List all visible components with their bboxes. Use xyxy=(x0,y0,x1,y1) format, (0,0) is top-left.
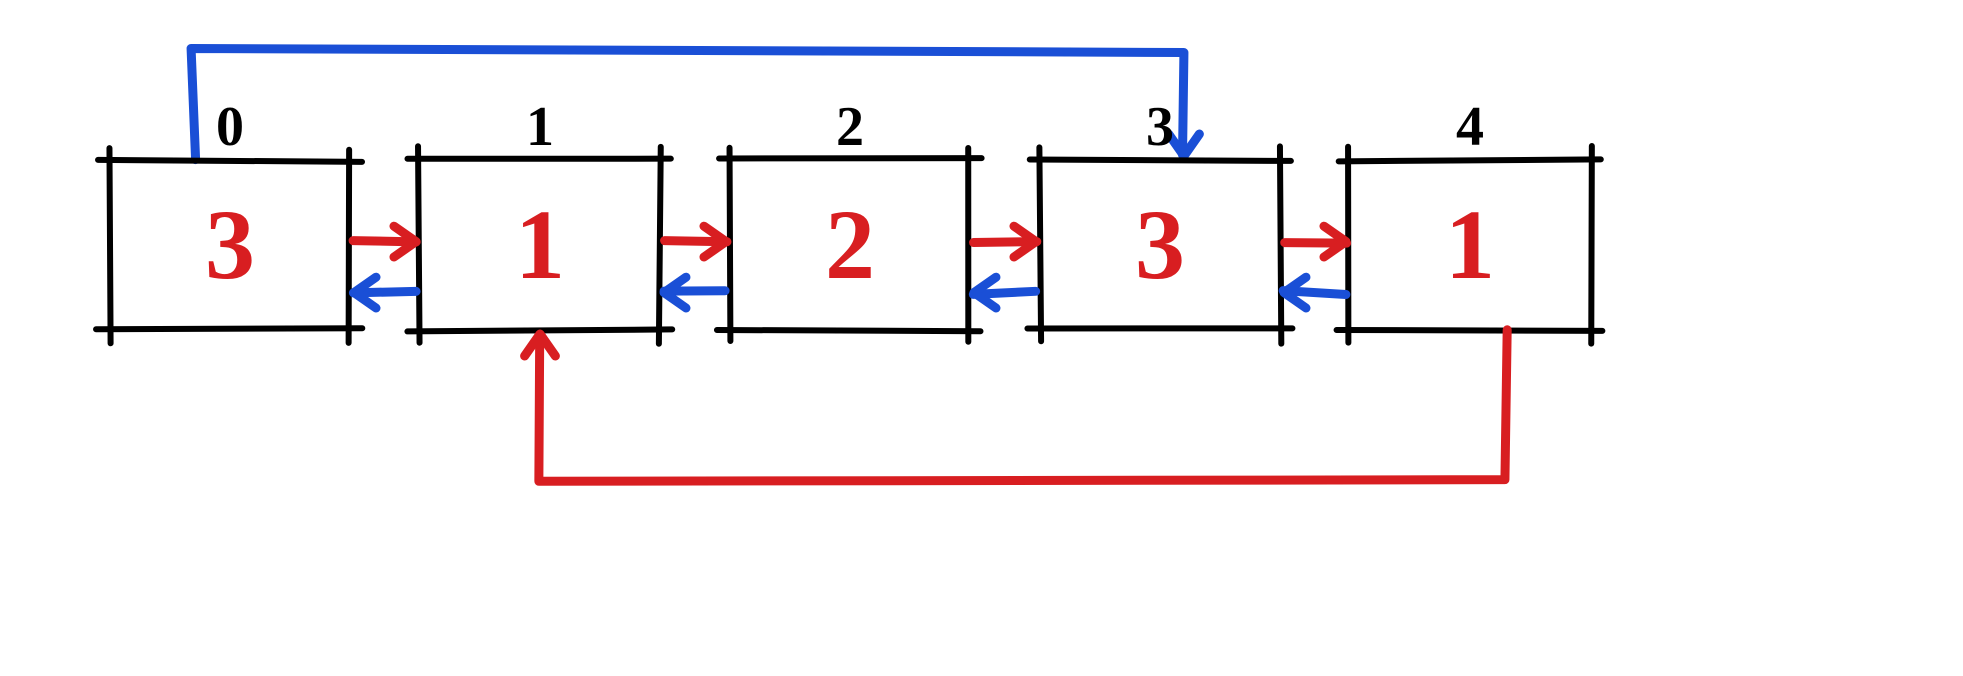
index-label: 2 xyxy=(836,96,864,158)
index-label: 1 xyxy=(526,96,554,158)
index-label: 0 xyxy=(216,96,244,158)
value-label: 2 xyxy=(825,189,875,300)
value-label: 3 xyxy=(205,189,255,300)
index-label: 3 xyxy=(1146,96,1174,158)
value-label: 1 xyxy=(1445,189,1495,300)
diagram-canvas: 0 3 1 1 2 2 3 3 4 1 xyxy=(0,0,1963,676)
index-label: 4 xyxy=(1456,96,1484,158)
value-label: 1 xyxy=(515,189,565,300)
value-label: 3 xyxy=(1135,189,1185,300)
